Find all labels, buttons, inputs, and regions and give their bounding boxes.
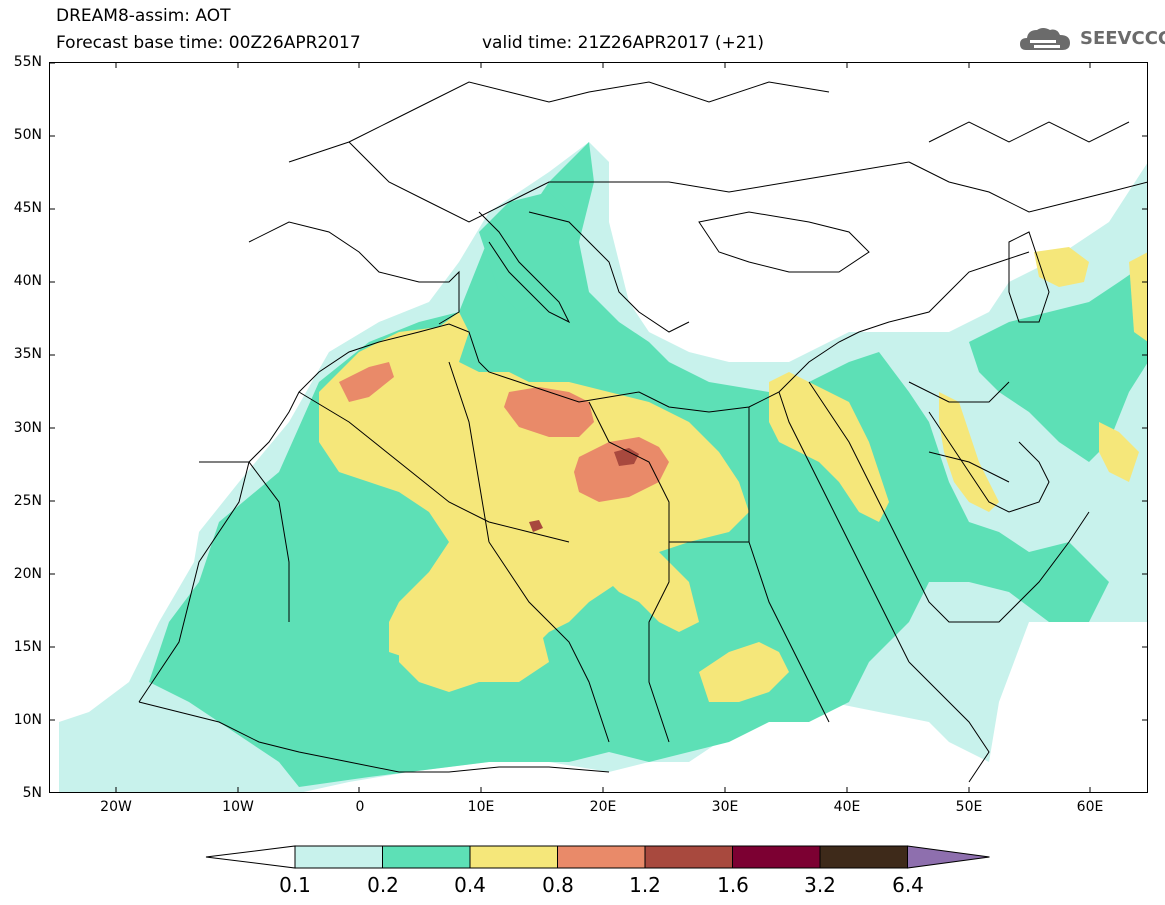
colorbar-swatch-4 [557, 845, 646, 869]
colorbar-label: 6.4 [892, 873, 924, 897]
colorbar-label: 1.2 [629, 873, 661, 897]
lon-label-10w: 10W [222, 799, 254, 815]
lon-label-0: 0 [355, 799, 365, 815]
lon-label-30e: 30E [711, 799, 739, 815]
colorbar-over-triangle [907, 845, 990, 869]
coastlines-and-borders [138, 81, 1148, 783]
colorbar-swatch-1 [294, 845, 383, 869]
logo-text: SEEVCCC [1080, 28, 1165, 49]
aot-level-0.4-0.8 [319, 247, 1148, 702]
lat-label-10n: 10N [13, 712, 42, 728]
map-canvas [49, 62, 1148, 793]
lat-label-5n: 5N [22, 785, 42, 801]
colorbar-label: 0.8 [542, 873, 574, 897]
map-title: DREAM8-assim: AOT [56, 6, 231, 26]
valid-time: valid time: 21Z26APR2017 (+21) [482, 33, 765, 53]
colorbar-swatch-7 [819, 845, 908, 869]
lon-label-50e: 50E [955, 799, 983, 815]
lat-label-50n: 50N [13, 127, 42, 143]
lat-label-15n: 15N [13, 639, 42, 655]
lon-label-60e: 60E [1076, 799, 1104, 815]
lon-label-20e: 20E [589, 799, 617, 815]
lon-label-40e: 40E [833, 799, 861, 815]
lat-label-45n: 45N [13, 200, 42, 216]
colorbar-swatch-3 [469, 845, 558, 869]
colorbar-label: 3.2 [804, 873, 836, 897]
aot-forecast-map [49, 62, 1148, 793]
lat-label-25n: 25N [13, 493, 42, 509]
lat-label-20n: 20N [13, 566, 42, 582]
map-frame [49, 62, 1148, 793]
lat-label-55n: 55N [13, 54, 42, 70]
lat-label-35n: 35N [13, 346, 42, 362]
cloud-icon [1020, 28, 1070, 50]
colorbar-label: 0.2 [367, 873, 399, 897]
colorbar-label: 0.4 [454, 873, 486, 897]
lat-label-40n: 40N [13, 273, 42, 289]
colorbar-under-triangle [205, 845, 296, 869]
colorbar-svg [205, 845, 990, 869]
colorbar-swatch-2 [382, 845, 471, 869]
colorbar [205, 842, 1000, 872]
colorbar-swatch-5 [644, 845, 733, 869]
seevccc-logo: SEEVCCC [1018, 24, 1165, 56]
colorbar-label: 0.1 [279, 873, 311, 897]
aot-level-1.2-1.6 [529, 448, 639, 532]
colorbar-label: 1.6 [717, 873, 749, 897]
lat-label-30n: 30N [13, 420, 42, 436]
lon-label-20w: 20W [100, 799, 132, 815]
lon-label-10e: 10E [467, 799, 495, 815]
forecast-base-time: Forecast base time: 00Z26APR2017 [56, 33, 361, 53]
colorbar-swatch-6 [732, 845, 821, 869]
